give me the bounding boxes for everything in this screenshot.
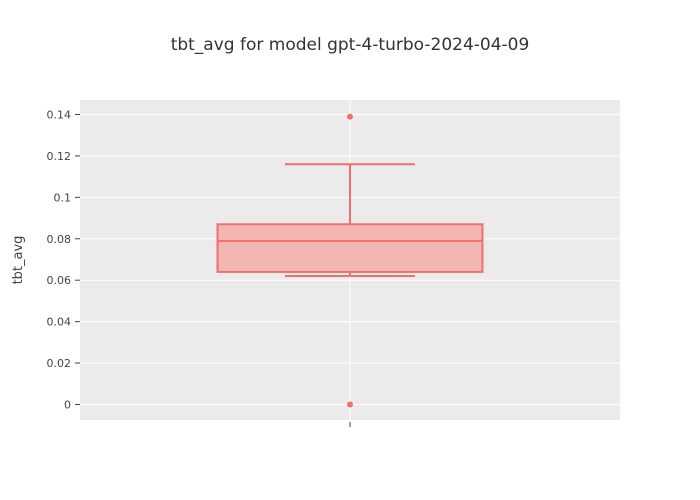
y-tick-label: 0.08 bbox=[47, 233, 72, 246]
box-series bbox=[216, 113, 484, 408]
y-axis-title: tbt_avg bbox=[11, 236, 26, 285]
y-tick-label: 0 bbox=[64, 398, 71, 411]
y-tick-label: 0.02 bbox=[47, 357, 72, 370]
y-tick-label: 0.1 bbox=[54, 191, 72, 204]
outlier-point bbox=[347, 113, 353, 120]
interquartile-box bbox=[216, 223, 484, 273]
y-tick-label: 0.06 bbox=[47, 274, 72, 287]
y-tick-label: 0.04 bbox=[47, 316, 72, 329]
y-tick-label: 0.14 bbox=[47, 108, 72, 121]
chart-title: tbt_avg for model gpt-4-turbo-2024-04-09 bbox=[171, 35, 530, 55]
y-tick-label: 0.12 bbox=[47, 150, 72, 163]
outlier-point bbox=[347, 401, 353, 408]
y-axis: 0 0.02 0.04 0.06 0.08 0.1 0.12 0.14 bbox=[47, 108, 80, 411]
